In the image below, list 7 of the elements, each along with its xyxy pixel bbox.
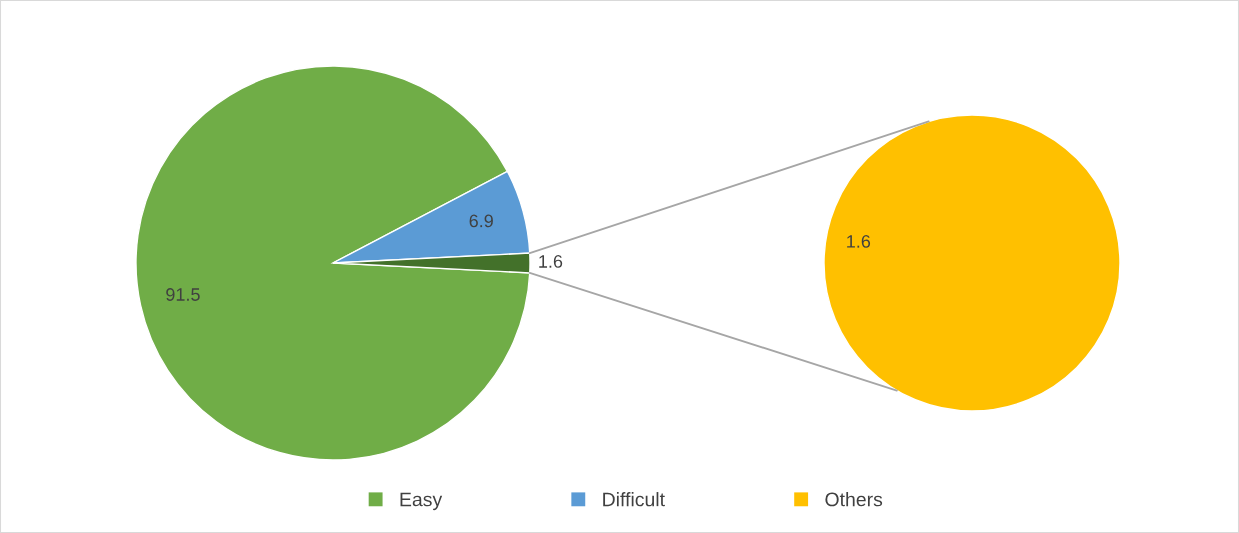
data-label: 91.5 [166, 288, 200, 301]
data-label: 6.9 [469, 214, 493, 228]
data-label: 1.6 [539, 255, 563, 268]
legend-label: Others [825, 492, 883, 507]
legend-label: Difficult [603, 492, 665, 507]
data-label: 1.6 [847, 235, 871, 248]
legend-label: Easy [400, 492, 443, 511]
